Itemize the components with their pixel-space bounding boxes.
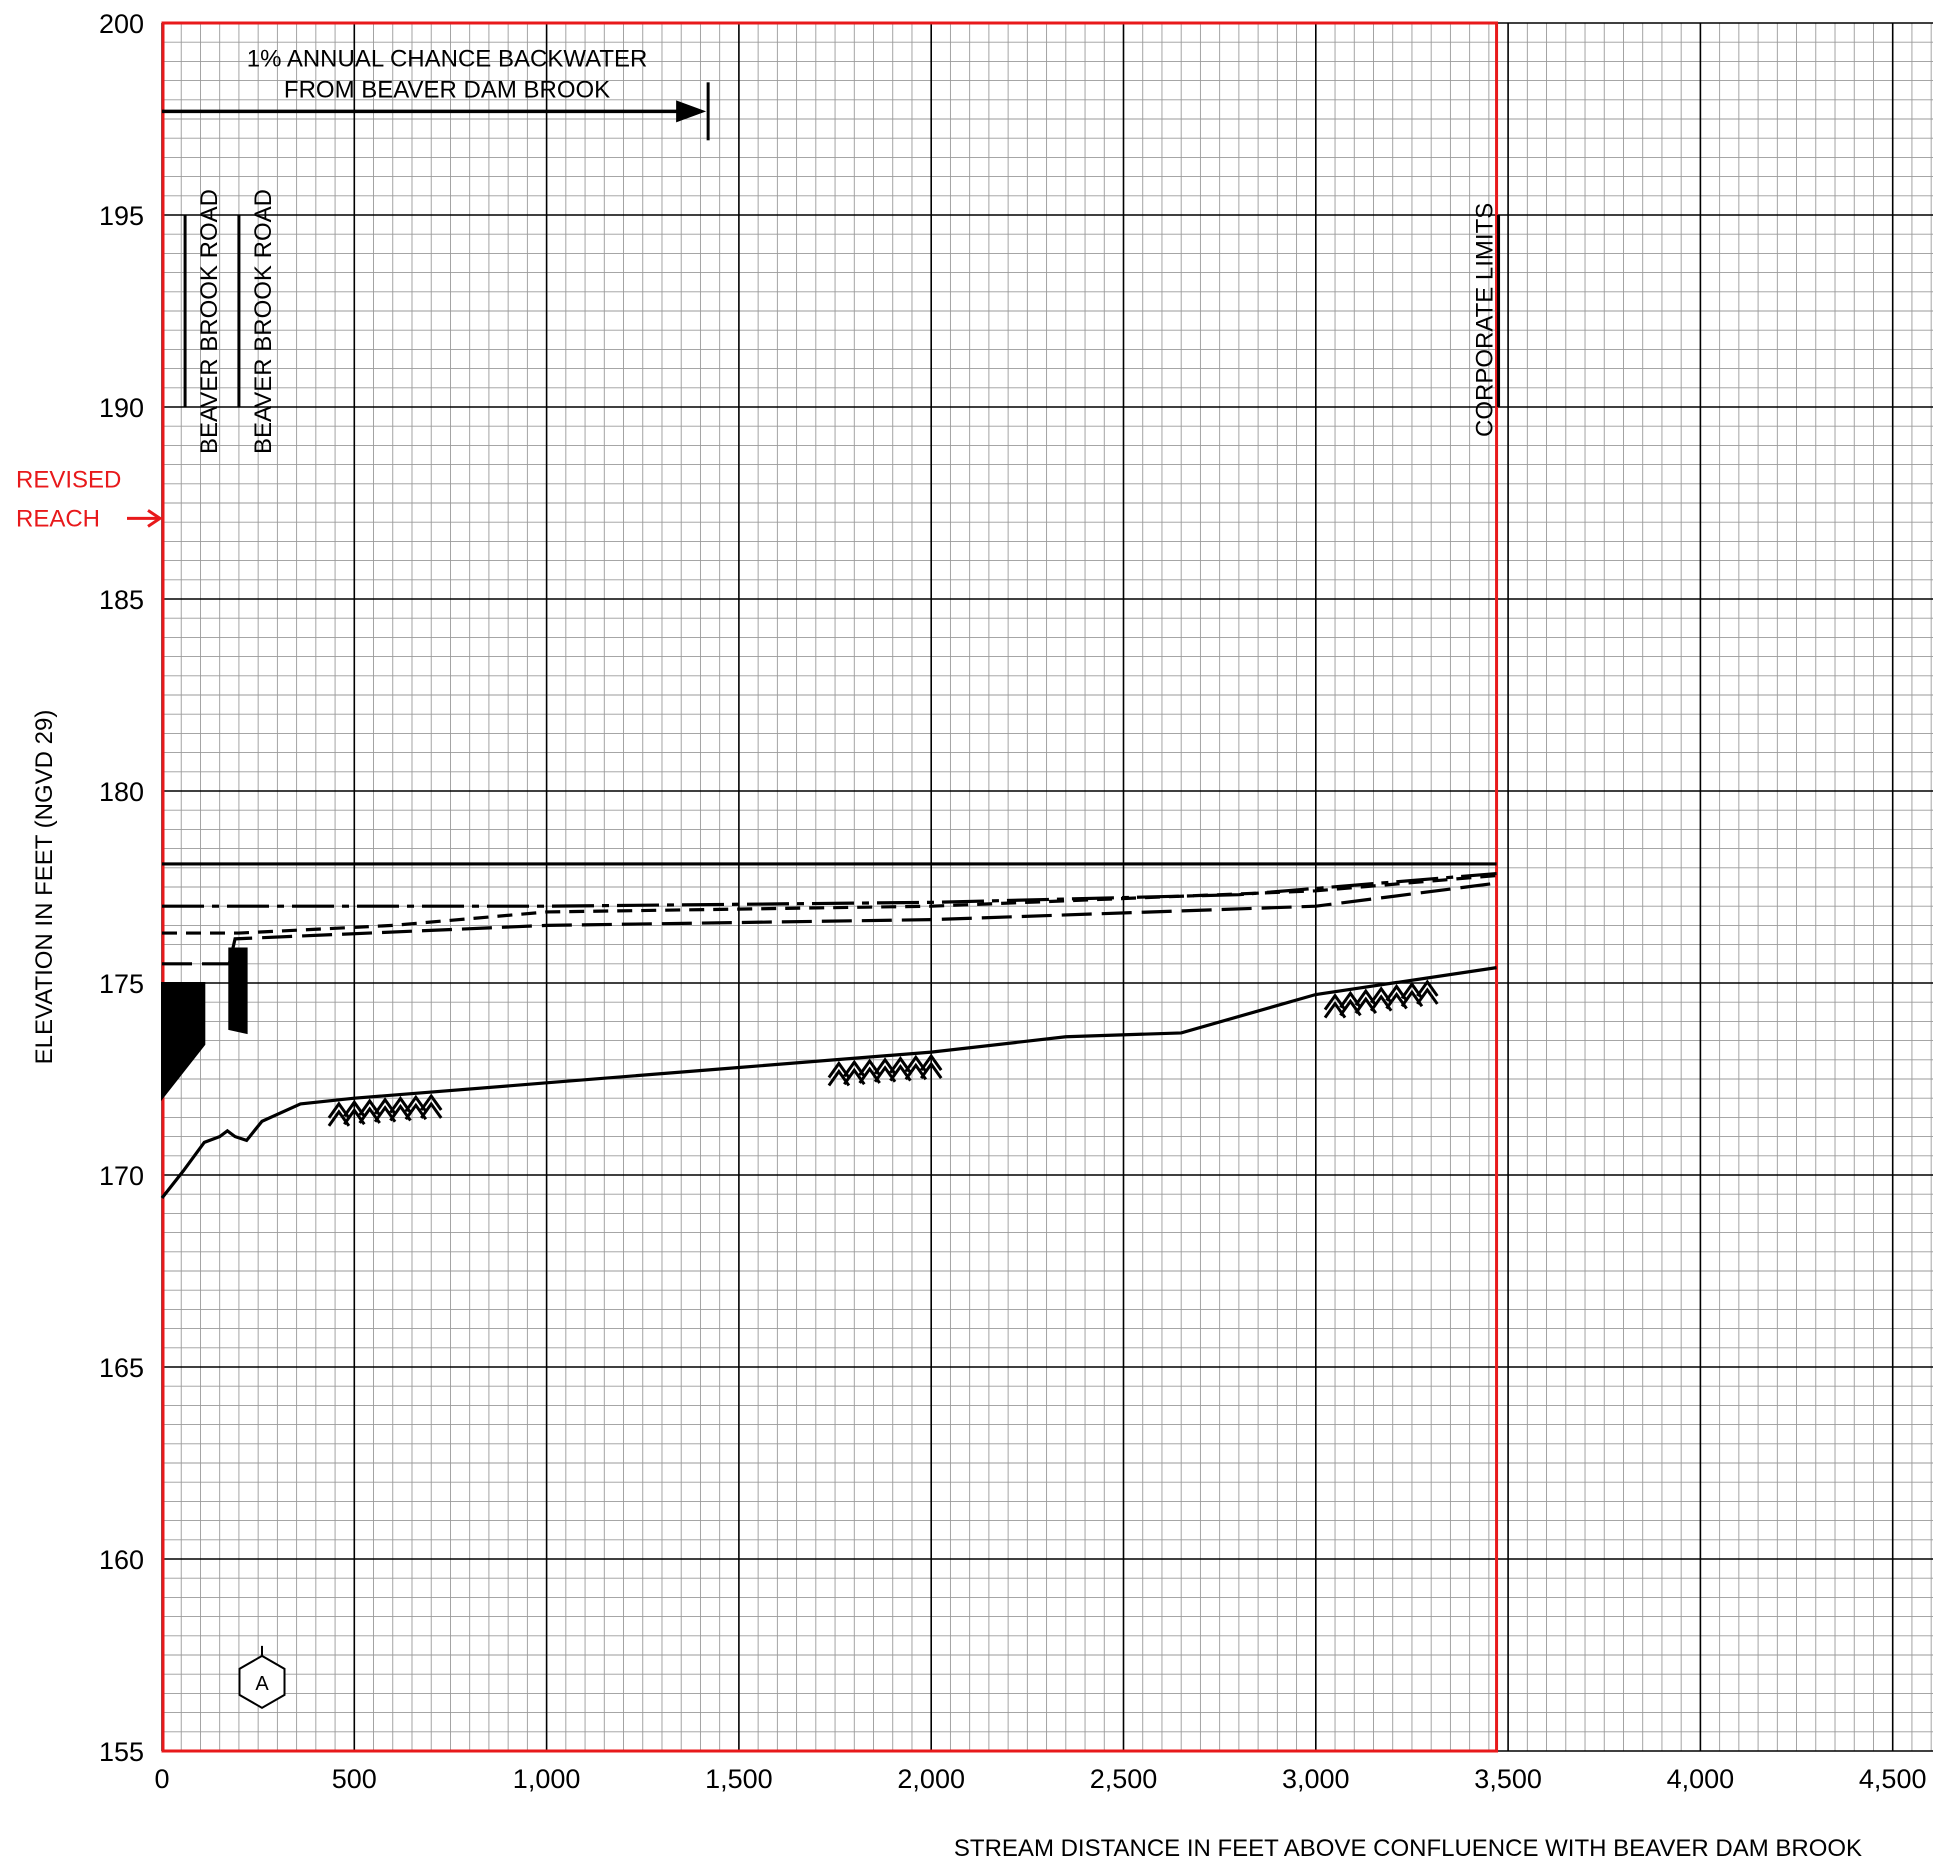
water-surface-profiles [160,862,1497,1200]
backwater-arrow-head [676,100,707,123]
structure-label-beaver-brook-road-1: BEAVER BROOK ROAD [196,189,223,454]
x-tick-label: 1,500 [705,1764,773,1794]
streambed-chevron-group [1323,979,1439,1019]
y-tick-label: 185 [99,585,144,615]
cross-section-marker: A [238,1645,286,1710]
x-tick-label: 3,000 [1282,1764,1350,1794]
x-tick-label: 2,500 [1090,1764,1158,1794]
y-tick-label: 200 [99,9,144,39]
y-tick-label: 180 [99,777,144,807]
x-tick-label: 1,000 [513,1764,581,1794]
x-tick-label: 4,000 [1667,1764,1735,1794]
profile-line-long-dash [162,881,1497,966]
x-tick-label: 2,000 [897,1764,965,1794]
streambed-markers [327,979,1439,1127]
revised-reach-arrow-head [147,509,163,528]
profile-line-dash-dot [162,871,1497,908]
y-tick-label: 155 [99,1737,144,1767]
structure-label-beaver-brook-road-2: BEAVER BROOK ROAD [250,189,277,454]
backwater-label-line-1: 1% ANNUAL CHANCE BACKWATER [247,45,648,72]
culvert-opening [228,947,248,1035]
structures [161,82,1501,1102]
x-axis-title: STREAM DISTANCE IN FEET ABOVE CONFLUENCE… [954,1835,1862,1862]
culvert-opening [161,982,206,1102]
streambed-chevron-group [327,1093,443,1127]
cross-section-hexagon-shape [238,1654,286,1710]
revised-reach-label-line-1: REVISED [16,466,121,493]
revised-reach-box [127,21,1499,1753]
y-tick-label: 170 [99,1161,144,1191]
x-tick-label: 4,500 [1859,1764,1927,1794]
streambed-chevron-group [827,1053,943,1087]
backwater-annotation: 1% ANNUAL CHANCE BACKWATER FROM BEAVER D… [247,45,648,103]
y-tick-label: 160 [99,1545,144,1575]
cross-section-label: A [255,1673,269,1695]
x-tick-label: 3,500 [1474,1764,1542,1794]
minor-grid [162,23,1933,1751]
minor-grid-lines [162,23,1933,1751]
y-axis-title: ELEVATION IN FEET (NGVD 29) [31,710,58,1065]
profile-line-streambed [160,966,1497,1200]
revised-reach-annotation: REVISED REACH [16,466,121,532]
y-tick-label: 195 [99,201,144,231]
x-tick-label: 500 [332,1764,377,1794]
x-tick-label: 0 [154,1764,169,1794]
axis-ticks: 0 500 1,000 1,500 2,000 2,500 3,000 3,500 4,000 4… [99,9,1927,1794]
profile-line-short-dash [162,873,1497,935]
cross-section-hexagon [238,1645,286,1710]
y-tick-label: 165 [99,1353,144,1383]
corporate-limits-label: CORPORATE LIMITS [1472,203,1499,437]
revised-reach-outline [161,21,1499,1753]
y-tick-label: 175 [99,969,144,999]
backwater-label-line-2: FROM BEAVER DAM BROOK [284,76,610,103]
revised-reach-label-line-2: REACH [16,505,100,532]
y-tick-label: 190 [99,393,144,423]
